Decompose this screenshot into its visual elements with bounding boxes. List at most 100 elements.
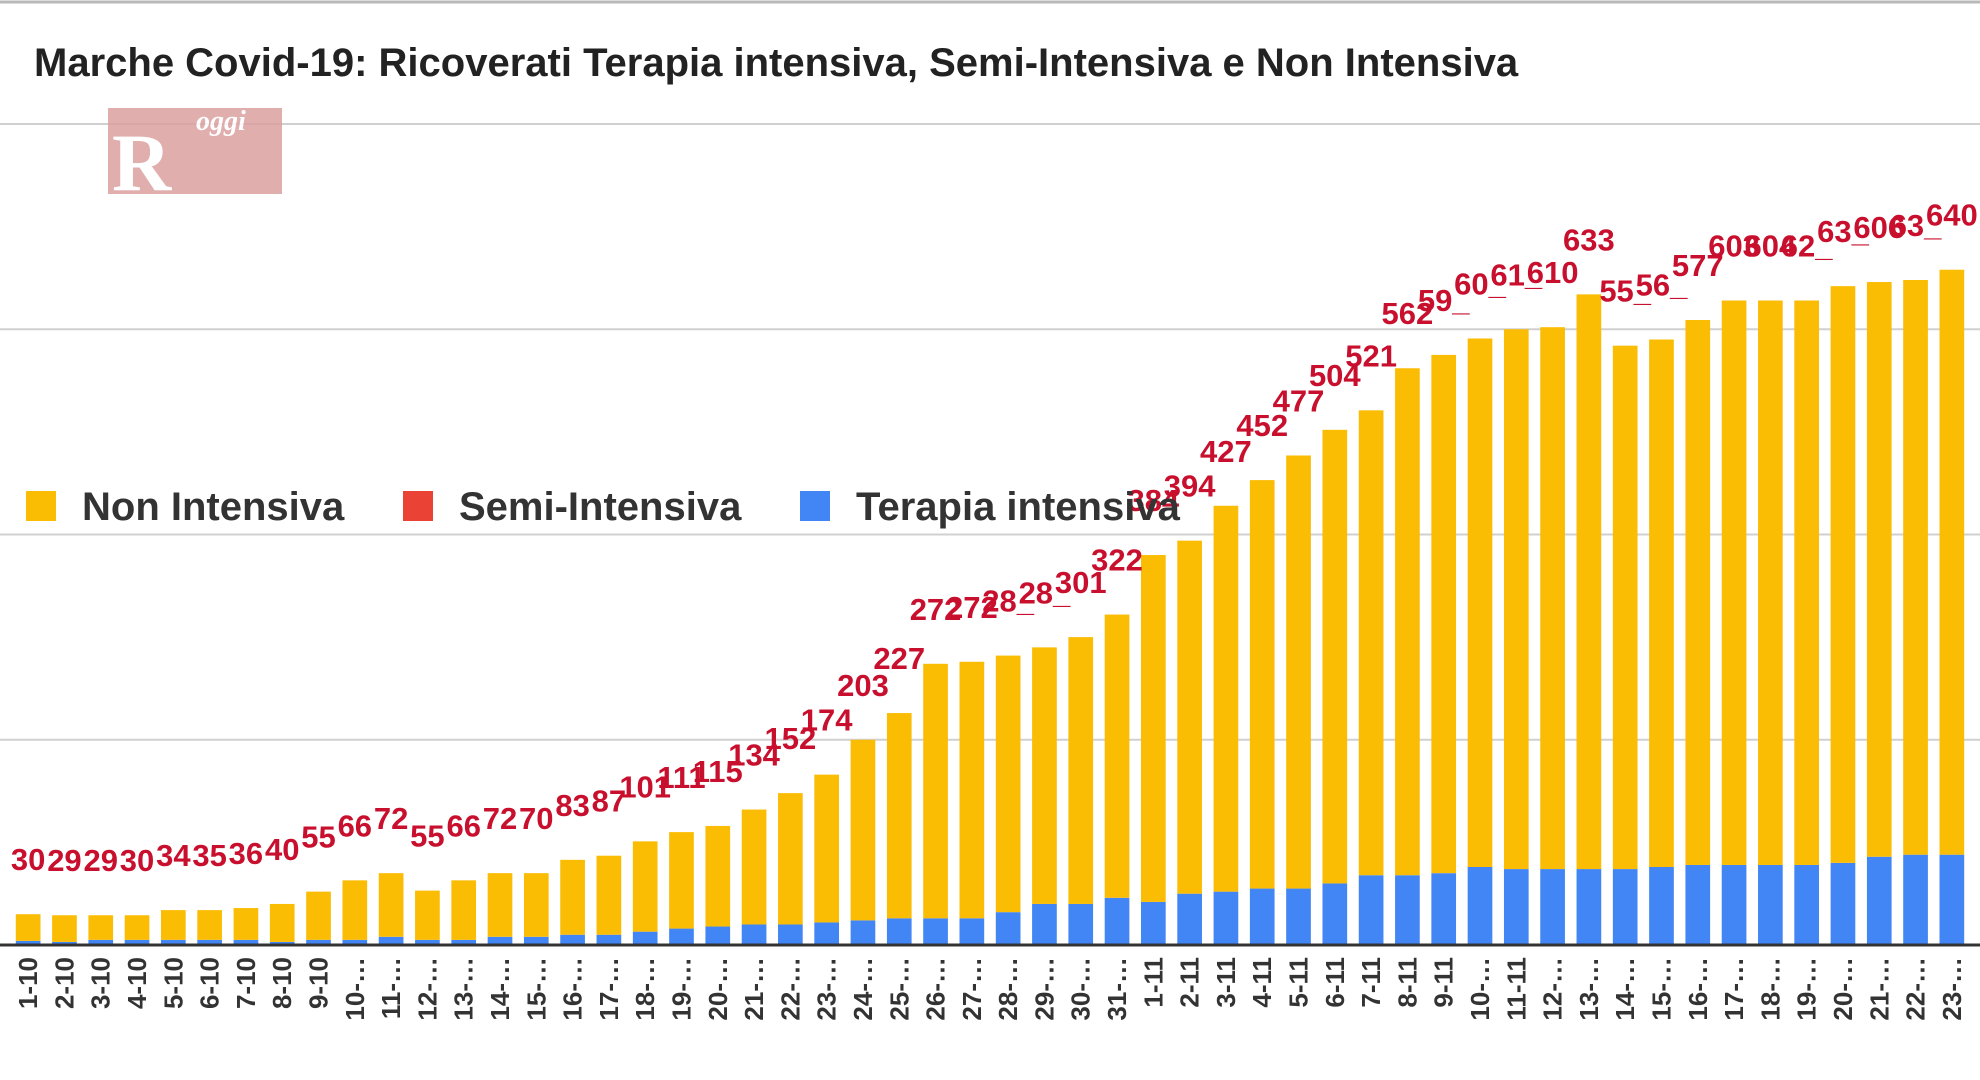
bar-non-intensiva-23: [814, 774, 840, 923]
x-tick-label-20: 20-…: [703, 957, 733, 1021]
data-label-39: 562: [1382, 296, 1434, 331]
legend: Non Intensiva Semi-Intensiva Terapia int…: [26, 485, 1181, 529]
bar-non-intensiva-54: [1939, 269, 1965, 855]
bar-terapia-intensiva-2: [52, 941, 77, 945]
bar-terapia-intensiva-21: [741, 924, 767, 945]
x-tick-label-38: 7-11: [1356, 957, 1386, 1008]
bar-terapia-intensiva-17: [596, 934, 622, 945]
data-label-52: 606: [1853, 210, 1905, 245]
bar-terapia-intensiva-1: [15, 940, 41, 945]
bar-terapia-intensiva-7: [233, 939, 259, 945]
bar-non-intensiva-13: [451, 880, 477, 940]
data-label-5: 34: [156, 838, 191, 873]
bar-terapia-intensiva-15: [523, 936, 549, 945]
data-label-19: 111: [657, 760, 705, 795]
bar-terapia-intensiva-49: [1758, 864, 1783, 945]
bar-terapia-intensiva-44: [1576, 869, 1602, 945]
x-tick-label-26: 26-…: [921, 957, 951, 1021]
data-label-47: 577: [1672, 248, 1724, 283]
data-label-17: 87: [592, 784, 626, 819]
bar-non-intensiva-17: [596, 855, 622, 935]
data-label-27: 272: [946, 590, 998, 625]
x-tick-label-37: 6-11: [1320, 957, 1350, 1008]
bar-terapia-intensiva-6: [197, 939, 222, 945]
bar-non-intensiva-43: [1540, 327, 1565, 870]
data-label-34: 427: [1200, 434, 1252, 469]
bar-terapia-intensiva-24: [850, 920, 876, 945]
x-tick-label-8: 8-10: [267, 957, 297, 1009]
data-label-35: 452: [1236, 408, 1288, 443]
bar-terapia-intensiva-12: [415, 939, 440, 945]
bar-terapia-intensiva-50: [1794, 864, 1820, 945]
data-label-48: 603: [1708, 229, 1760, 264]
x-tick-label-48: 17-…: [1719, 957, 1749, 1021]
data-label-18: 101: [619, 769, 671, 804]
bar-non-intensiva-53: [1903, 279, 1928, 855]
x-tick-label-54: 23-…: [1937, 957, 1967, 1021]
bar-terapia-intensiva-10: [342, 939, 368, 945]
data-label-45: 55_: [1599, 274, 1651, 309]
x-tick-label-19: 19-…: [666, 957, 696, 1021]
x-tick-label-3: 3-10: [86, 957, 116, 1009]
bar-non-intensiva-29: [1032, 647, 1057, 904]
x-tick-labels-group: 1-10 2-10 3-10 4-10 5-10 6-10 7-10 8-10 9-10 10-……: [13, 957, 1967, 1021]
bar-non-intensiva-50: [1794, 300, 1820, 865]
x-tick-label-34: 3-11: [1211, 957, 1241, 1008]
data-label-43: 610: [1527, 255, 1579, 290]
bar-terapia-intensiva-32: [1140, 901, 1166, 945]
bar-terapia-intensiva-42: [1503, 869, 1529, 945]
x-tick-label-18: 18-…: [630, 957, 660, 1021]
x-tick-label-27: 27-…: [957, 957, 987, 1021]
bar-non-intensiva-40: [1431, 354, 1457, 874]
bar-terapia-intensiva-30: [1068, 903, 1094, 945]
bar-non-intensiva-8: [269, 903, 295, 942]
data-label-9: 55: [301, 820, 335, 855]
data-label-22: 152: [765, 721, 817, 756]
bar-non-intensiva-51: [1830, 286, 1856, 863]
data-label-16: 83: [555, 788, 589, 823]
bar-terapia-intensiva-46: [1649, 867, 1674, 945]
x-tick-label-45: 14-…: [1610, 957, 1640, 1021]
x-tick-label-10: 10-…: [340, 957, 370, 1021]
bar-non-intensiva-41: [1467, 338, 1493, 868]
x-tick-label-21: 21-…: [739, 957, 769, 1021]
x-tick-label-1: 1-10: [13, 957, 43, 1009]
data-label-2: 29: [47, 843, 81, 878]
x-tick-label-32: 1-11: [1138, 957, 1168, 1008]
data-label-6: 35: [192, 838, 226, 873]
data-label-41: 60_: [1454, 266, 1506, 301]
bar-non-intensiva-1: [15, 914, 41, 941]
legend-swatch-non-intensiva: [26, 491, 56, 521]
bar-terapia-intensiva-14: [487, 936, 513, 945]
bar-terapia-intensiva-16: [560, 934, 585, 945]
data-label-11: 72: [374, 801, 408, 836]
bar-terapia-intensiva-19: [669, 928, 694, 945]
bar-terapia-intensiva-25: [886, 918, 912, 945]
bar-non-intensiva-44: [1576, 294, 1602, 870]
bar-non-intensiva-9: [306, 891, 331, 940]
bar-terapia-intensiva-52: [1866, 856, 1892, 945]
bar-non-intensiva-30: [1068, 637, 1094, 904]
bar-terapia-intensiva-34: [1213, 891, 1239, 945]
bar-terapia-intensiva-11: [378, 936, 404, 945]
bar-terapia-intensiva-43: [1540, 869, 1565, 945]
bar-non-intensiva-15: [523, 873, 549, 937]
bar-terapia-intensiva-27: [959, 918, 985, 945]
data-label-30: 301: [1055, 565, 1107, 600]
bar-terapia-intensiva-5: [160, 939, 186, 945]
bar-terapia-intensiva-28: [995, 912, 1021, 945]
bar-terapia-intensiva-40: [1431, 873, 1457, 945]
bar-non-intensiva-33: [1177, 540, 1202, 894]
bar-terapia-intensiva-51: [1830, 862, 1856, 945]
data-label-42: 61_: [1490, 257, 1542, 292]
x-tick-label-51: 20-…: [1828, 957, 1858, 1021]
bar-non-intensiva-26: [923, 663, 948, 919]
data-label-50: 62_: [1781, 229, 1833, 264]
x-tick-label-30: 30-…: [1066, 957, 1096, 1021]
bar-non-intensiva-36: [1286, 455, 1311, 889]
x-tick-label-52: 21-…: [1864, 957, 1894, 1021]
x-tick-label-23: 23-…: [812, 957, 842, 1021]
bar-terapia-intensiva-33: [1177, 893, 1202, 945]
bar-terapia-intensiva-38: [1358, 875, 1384, 945]
